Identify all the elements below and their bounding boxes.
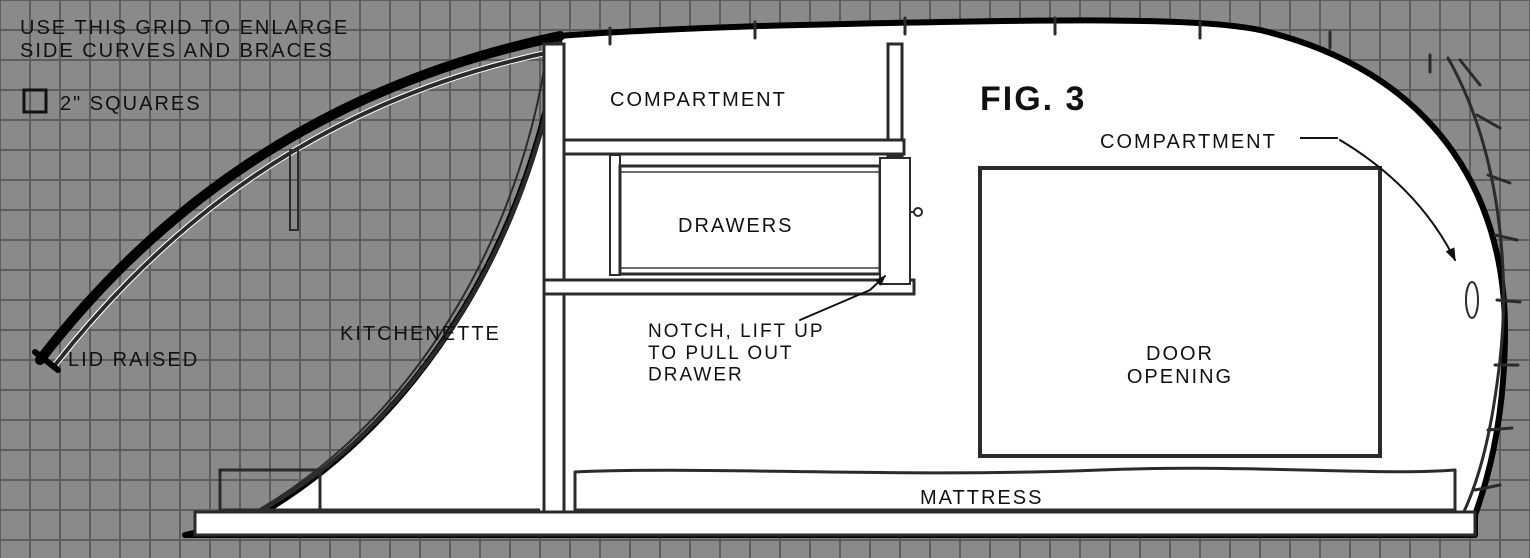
label-figure-title: FIG. 3 — [980, 80, 1086, 118]
label-squares: 2" SQUARES — [60, 93, 202, 115]
diagram-svg: USE THIS GRID TO ENLARGESIDE CURVES AND … — [0, 0, 1530, 558]
label-drawers: DRAWERS — [678, 215, 793, 237]
label-compartment-right: COMPARTMENT — [1100, 131, 1277, 153]
label-kitchenette: KITCHENETTE — [340, 323, 501, 345]
diagram-root: USE THIS GRID TO ENLARGESIDE CURVES AND … — [0, 0, 1530, 558]
label-compartment-top: COMPARTMENT — [610, 89, 787, 111]
label-lid-raised: LID RAISED — [68, 349, 199, 371]
label-grid-note: USE THIS GRID TO ENLARGESIDE CURVES AND … — [20, 17, 349, 62]
label-mattress: MATTRESS — [920, 487, 1043, 509]
